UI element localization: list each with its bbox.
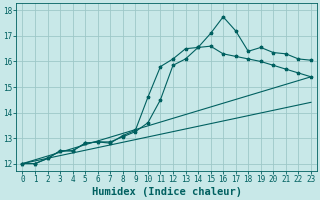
X-axis label: Humidex (Indice chaleur): Humidex (Indice chaleur) [92,187,242,197]
